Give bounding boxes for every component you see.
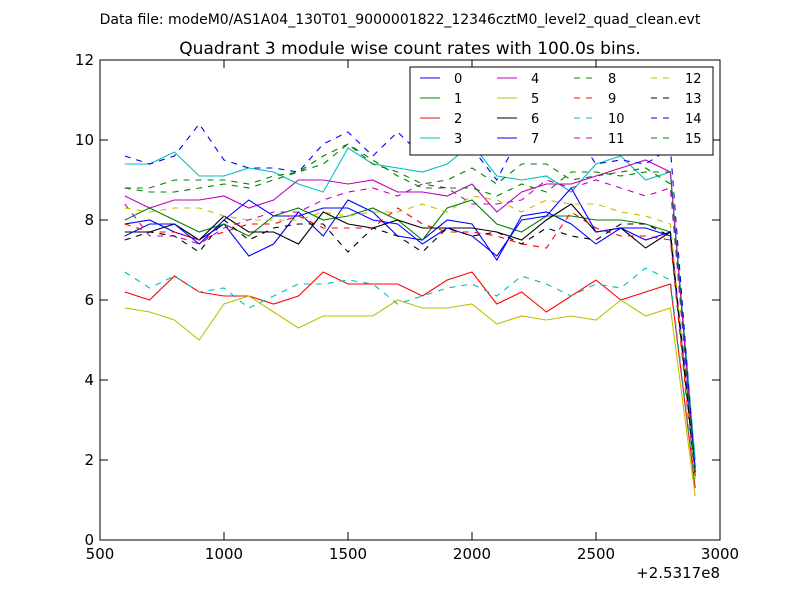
y-tick-label: 8 bbox=[84, 211, 94, 229]
series-line-12 bbox=[124, 195, 696, 481]
x-tick-label: 2000 bbox=[453, 545, 491, 563]
series-line-3 bbox=[124, 143, 696, 461]
chart-title: Quadrant 3 module wise count rates with … bbox=[179, 39, 640, 59]
y-tick-label: 0 bbox=[84, 531, 94, 549]
x-offset-label: +2.5317e8 bbox=[636, 564, 720, 582]
y-tick-label: 6 bbox=[84, 291, 94, 309]
series-line-11 bbox=[124, 179, 696, 477]
y-tick-label: 12 bbox=[75, 51, 94, 69]
x-tick-label: 1000 bbox=[205, 545, 243, 563]
series-line-2 bbox=[124, 271, 696, 489]
legend-label-9: 9 bbox=[608, 92, 616, 107]
series-line-7 bbox=[124, 187, 696, 469]
series-line-15 bbox=[124, 143, 696, 477]
x-tick-label: 3000 bbox=[701, 545, 739, 563]
x-tick-label: 2500 bbox=[577, 545, 615, 563]
legend-label-15: 15 bbox=[685, 132, 702, 147]
legend-label-4: 4 bbox=[531, 72, 539, 87]
y-tick-label: 4 bbox=[84, 371, 94, 389]
legend-label-5: 5 bbox=[531, 92, 539, 107]
legend-label-13: 13 bbox=[685, 92, 702, 107]
legend-label-11: 11 bbox=[608, 132, 625, 147]
legend-label-10: 10 bbox=[608, 112, 625, 127]
legend-label-14: 14 bbox=[685, 112, 702, 127]
legend-label-6: 6 bbox=[531, 112, 539, 127]
legend-label-12: 12 bbox=[685, 72, 702, 87]
legend-label-2: 2 bbox=[454, 112, 462, 127]
series-line-5 bbox=[124, 295, 696, 497]
legend-label-7: 7 bbox=[531, 132, 539, 147]
series-line-13 bbox=[124, 219, 696, 477]
legend-label-3: 3 bbox=[454, 132, 462, 147]
legend-label-8: 8 bbox=[608, 72, 616, 87]
x-tick-label: 500 bbox=[86, 545, 115, 563]
series-line-9 bbox=[124, 207, 696, 485]
legend-label-0: 0 bbox=[454, 72, 462, 87]
y-tick-label: 2 bbox=[84, 451, 94, 469]
y-tick-label: 10 bbox=[75, 131, 94, 149]
chart-suptitle: Data file: modeM0/AS1A04_130T01_90000018… bbox=[100, 12, 701, 28]
series-line-0 bbox=[124, 199, 696, 469]
legend-label-1: 1 bbox=[454, 92, 462, 107]
series-line-1 bbox=[124, 199, 696, 477]
series-line-4 bbox=[124, 159, 696, 473]
x-tick-label: 1500 bbox=[329, 545, 367, 563]
series-line-8 bbox=[124, 143, 696, 477]
legend-box bbox=[409, 66, 714, 156]
